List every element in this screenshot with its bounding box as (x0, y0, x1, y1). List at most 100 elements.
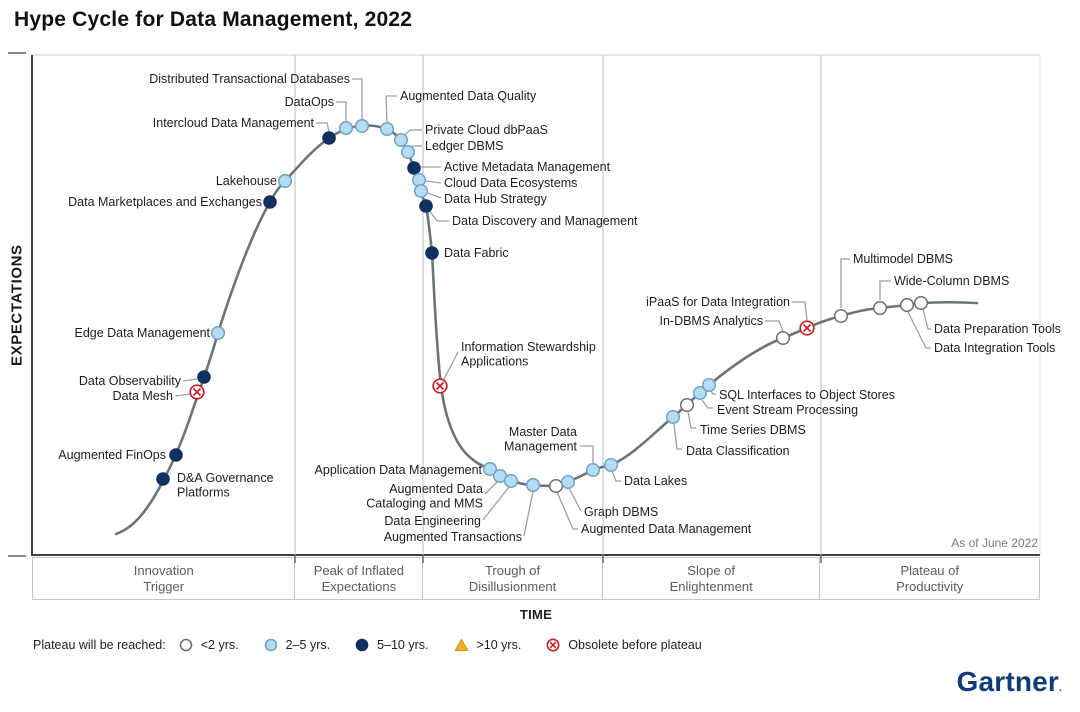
legend-label: 2–5 yrs. (285, 638, 331, 652)
augmented-data-quality-dot (379, 121, 395, 137)
cloud-data-ecosystems-dot (411, 172, 427, 188)
private-cloud-dbpaas-dot (393, 132, 409, 148)
augmented-data-management-dot (548, 478, 564, 494)
ledger-dbms-leader (409, 145, 422, 150)
augmented-transactions-dot (525, 477, 541, 493)
data-fabric-dot (425, 246, 439, 260)
hype-curve (114, 124, 979, 536)
data-observability-dot (197, 370, 211, 384)
multimodel-dbms-dot (833, 308, 849, 324)
legend-item-5-10yrs: 5–10 yrs. (355, 638, 429, 652)
event-stream-processing-label: Event Stream Processing (717, 403, 858, 417)
data-discovery-and-management-leader (428, 209, 449, 222)
triangle-yellow-icon (453, 638, 469, 651)
event-stream-processing-leader (701, 399, 713, 409)
data-hub-strategy-leader (427, 192, 442, 199)
application-data-management-dot (482, 461, 498, 477)
augmented-data-management-leader (556, 491, 578, 530)
data-discovery-and-management-label: Data Discovery and Management (452, 214, 638, 228)
distributed-transactional-databases-label: Distributed Transactional Databases (149, 72, 350, 86)
phase-band: Innovation Trigger Peak of Inflated Expecta… (32, 557, 1040, 600)
ledger-dbms-dot (400, 144, 416, 160)
in-dbms-analytics-dot (775, 330, 791, 346)
private-cloud-dbpaas-label: Private Cloud dbPaaS (425, 123, 548, 137)
data-discovery-and-management-dot (419, 199, 433, 213)
data-classification-dot (665, 409, 681, 425)
registered-mark: . (1059, 683, 1062, 694)
distributed-transactional-databases-dot (354, 118, 370, 134)
data-mesh-leader (174, 393, 192, 397)
data-classification-leader (673, 423, 682, 450)
ledger-dbms-label: Ledger DBMS (425, 139, 504, 153)
phase-label-plateau-of-productivity: Plateau of Productivity (896, 562, 964, 594)
dataops-dot (338, 120, 354, 136)
data-lakes-dot (603, 457, 619, 473)
x-axis-label: TIME (519, 607, 553, 622)
legend-item-lt2yrs: <2 yrs. (179, 638, 239, 652)
d-a-governance-platforms-dot (156, 472, 170, 486)
private-cloud-dbpaas-leader (403, 129, 422, 137)
legend-label: Obsolete before plateau (568, 638, 702, 652)
sql-interfaces-to-object-stores-label: SQL Interfaces to Object Stores (719, 388, 895, 402)
phase-label-peak-of-inflated-expectations: Peak of Inflated Expectations (295, 558, 424, 599)
data-integration-tools-dot (899, 297, 915, 313)
circle-navy-icon (355, 638, 369, 652)
graph-dbms-dot (560, 474, 576, 490)
y-axis-label: EXPECTATIONS (8, 244, 26, 366)
sql-interfaces-to-object-stores-dot (701, 377, 717, 393)
lakehouse-dot (277, 173, 293, 189)
master-data-management-label: Master Data Management (504, 425, 577, 454)
data-integration-tools-label: Data Integration Tools (934, 341, 1055, 355)
data-classification-label: Data Classification (686, 444, 790, 458)
data-marketplaces-and-exchanges-dot (263, 195, 277, 209)
data-lakes-leader (611, 470, 621, 482)
augmented-finops-label: Augmented FinOps (58, 448, 166, 462)
time-series-dbms-dot (679, 397, 695, 413)
data-hub-strategy-dot (413, 183, 429, 199)
page-title: Hype Cycle for Data Management, 2022 (14, 8, 413, 31)
edge-data-management-label: Edge Data Management (74, 326, 210, 340)
legend: Plateau will be reached: <2 yrs. 2–5 yrs… (33, 638, 727, 652)
graph-dbms-label: Graph DBMS (584, 505, 658, 519)
phase-label-trough-of-disillusionment: Trough of Disillusionment (423, 558, 603, 599)
legend-item-gt10yrs: >10 yrs. (453, 638, 522, 652)
edge-data-management-dot (210, 325, 226, 341)
data-engineering-dot (503, 473, 519, 489)
augmented-transactions-label: Augmented Transactions (384, 530, 522, 544)
wide-column-dbms-dot (872, 300, 888, 316)
in-dbms-analytics-leader (765, 320, 784, 332)
gartner-logo: Gartner. (956, 666, 1062, 698)
legend-label: >10 yrs. (476, 638, 522, 652)
d-a-governance-platforms-label: D&A Governance Platforms (177, 471, 274, 500)
active-metadata-management-label: Active Metadata Management (444, 160, 611, 174)
gartner-logo-text: Gartner (956, 666, 1060, 697)
data-engineering-leader (482, 486, 510, 521)
legend-item-obsolete: Obsolete before plateau (546, 638, 702, 652)
distributed-transactional-databases-leader (352, 78, 363, 119)
legend-item-2-5yrs: 2–5 yrs. (264, 638, 330, 652)
intercloud-data-management-label: Intercloud Data Management (153, 116, 315, 130)
ipaas-for-data-integration-label: iPaaS for Data Integration (646, 295, 790, 309)
multimodel-dbms-label: Multimodel DBMS (853, 252, 953, 266)
augmented-data-cataloging-and-mms-leader (484, 480, 499, 495)
intercloud-data-management-dot (322, 131, 336, 145)
master-data-management-dot (585, 462, 601, 478)
information-stewardship-applications-dot (432, 378, 448, 394)
dataops-label: DataOps (285, 95, 334, 109)
as-of-date: As of June 2022 (951, 536, 1038, 550)
augmented-data-quality-label: Augmented Data Quality (400, 89, 537, 103)
cloud-data-ecosystems-label: Cloud Data Ecosystems (444, 176, 577, 190)
augmented-transactions-leader (523, 490, 534, 537)
sql-interfaces-to-object-stores-leader (710, 390, 716, 395)
data-lakes-label: Data Lakes (624, 474, 687, 488)
lakehouse-label: Lakehouse (216, 174, 277, 188)
circle-white-icon (179, 638, 193, 652)
legend-label: <2 yrs. (200, 638, 239, 652)
information-stewardship-applications-label: Information Stewardship Applications (461, 340, 596, 369)
crossed-circle-red-icon (546, 638, 560, 652)
data-mesh-label: Data Mesh (113, 389, 173, 403)
legend-label: 5–10 yrs. (377, 638, 429, 652)
phase-label-slope-of-enlightenment: Slope of Enlightenment (603, 558, 821, 599)
